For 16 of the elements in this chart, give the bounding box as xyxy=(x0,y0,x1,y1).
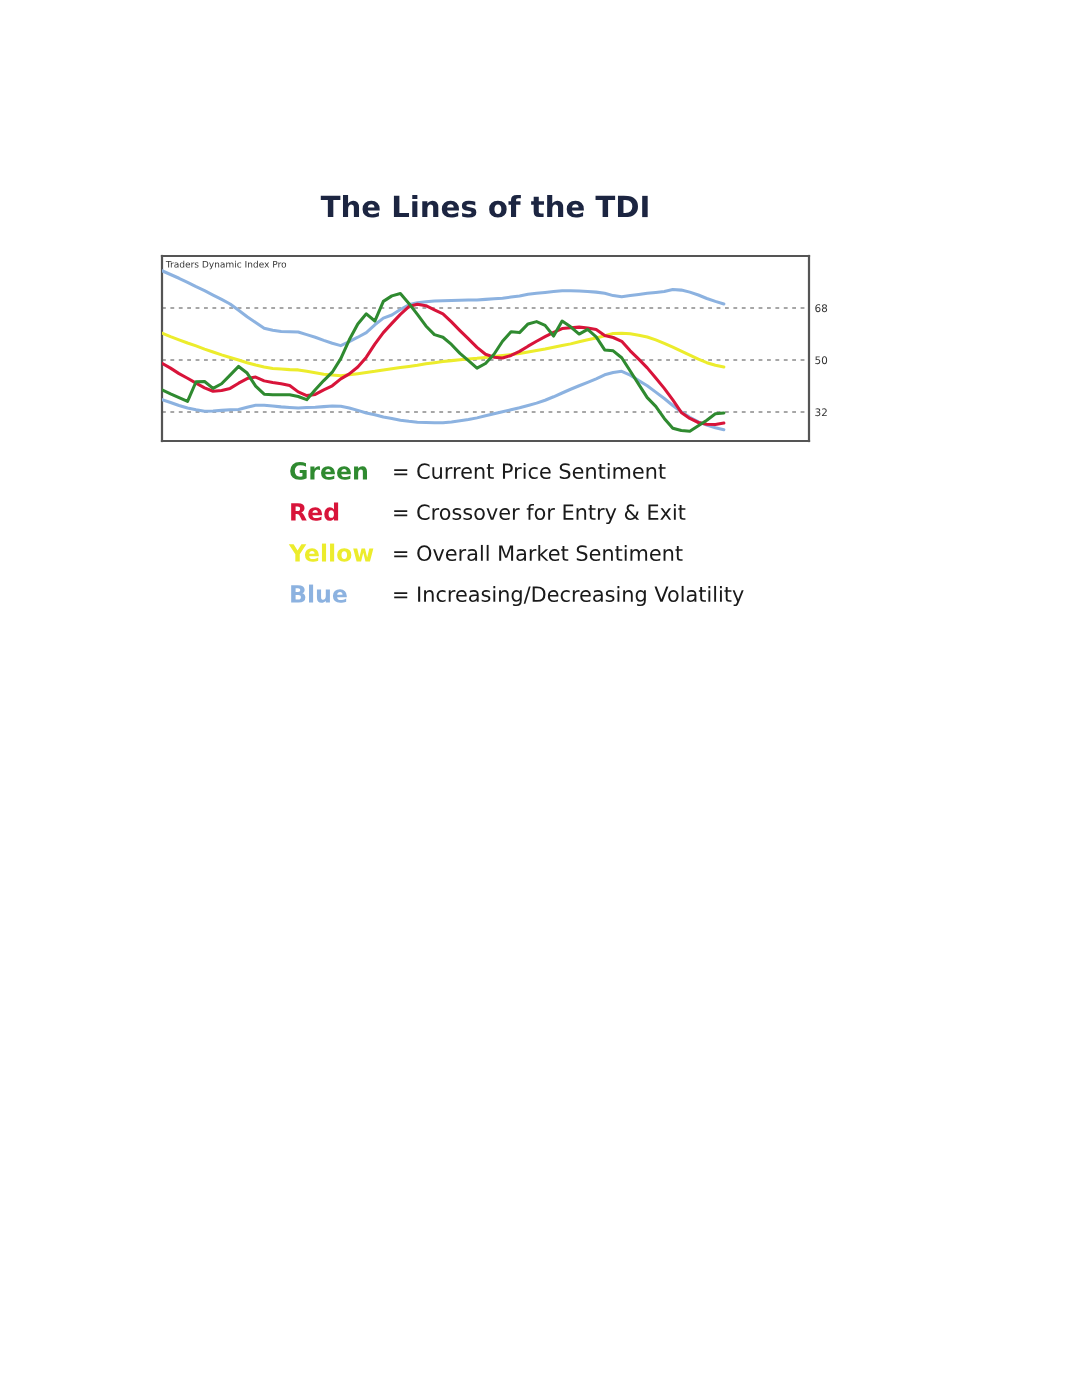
text: = Increasing/Decreasing Volatility xyxy=(394,585,744,607)
text: = Crossover for Entry & Exit xyxy=(394,503,686,525)
text: Yellow xyxy=(288,543,374,562)
line-series xyxy=(162,369,726,432)
y-tick-label: 50 xyxy=(815,356,828,365)
chart-title: The Lines of the TDI xyxy=(320,194,648,218)
text: Red xyxy=(291,502,339,521)
text: = Current Price Sentiment xyxy=(394,462,666,480)
text: Green xyxy=(290,461,368,480)
line-series xyxy=(162,269,726,348)
chart-subtitle: Traders Dynamic Index Pro xyxy=(165,260,287,270)
text: Blue xyxy=(291,584,347,603)
text: = Overall Market Sentiment xyxy=(394,544,683,562)
line-series xyxy=(162,331,726,378)
y-tick-label: 32 xyxy=(815,408,827,417)
y-tick-label: 68 xyxy=(815,304,828,313)
